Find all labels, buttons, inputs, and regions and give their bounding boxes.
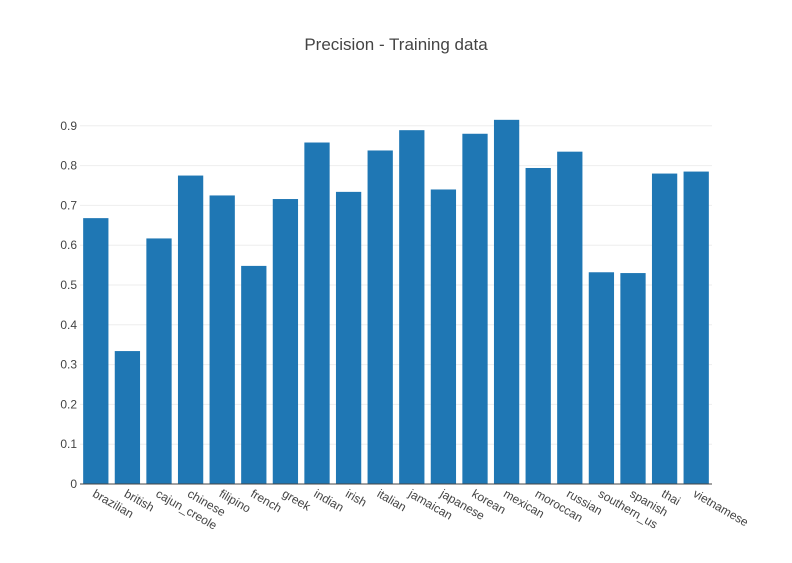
bar-vietnamese[interactable] xyxy=(683,171,709,484)
bar-spanish[interactable] xyxy=(620,273,646,484)
y-tick-label: 0.2 xyxy=(60,397,77,411)
chart-title: Precision - Training data xyxy=(304,35,488,54)
y-tick-label: 0.9 xyxy=(60,119,77,133)
bar-korean[interactable] xyxy=(462,133,488,484)
bar-italian[interactable] xyxy=(367,150,393,484)
bars xyxy=(83,119,709,485)
x-tick-label: greek xyxy=(280,486,314,514)
y-tick-label: 0.3 xyxy=(60,358,77,372)
bar-brazilian[interactable] xyxy=(83,218,109,485)
y-tick-label: 0.5 xyxy=(60,278,77,292)
x-tick-label: vietnamese xyxy=(691,486,751,529)
bar-filipino[interactable] xyxy=(209,195,235,484)
bar-mexican[interactable] xyxy=(493,119,520,484)
bar-greek[interactable] xyxy=(272,199,299,485)
bar-chinese[interactable] xyxy=(177,175,204,485)
bar-french[interactable] xyxy=(241,265,267,484)
y-tick-label: 0 xyxy=(70,477,77,491)
x-axis-tick-labels: brazilianbritishcajun_creolechinesefilip… xyxy=(90,486,751,533)
y-tick-label: 0.6 xyxy=(60,238,77,252)
bar-jamaican[interactable] xyxy=(399,130,425,485)
bar-southern_us[interactable] xyxy=(588,272,615,484)
y-tick-label: 0.1 xyxy=(60,437,77,451)
bar-thai[interactable] xyxy=(651,173,678,484)
gridlines xyxy=(80,125,712,445)
x-tick-label: indian xyxy=(312,486,347,514)
bar-japanese[interactable] xyxy=(430,189,457,485)
bar-irish[interactable] xyxy=(335,191,362,485)
bar-russian[interactable] xyxy=(557,151,583,485)
bar-moroccan[interactable] xyxy=(525,167,551,484)
bar-indian[interactable] xyxy=(304,142,330,485)
bar-cajun_creole[interactable] xyxy=(146,238,172,484)
y-axis-tick-labels: 0 0.1 0.2 0.3 0.4 0.5 0.6 0.7 0.8 0.9 xyxy=(60,119,77,491)
x-tick-label: french xyxy=(248,486,284,515)
bar-british[interactable] xyxy=(114,351,141,484)
x-tick-label: italian xyxy=(375,486,409,514)
y-tick-label: 0.4 xyxy=(60,318,77,332)
y-tick-label: 0.7 xyxy=(60,198,77,212)
y-tick-label: 0.8 xyxy=(60,159,77,173)
x-tick-label: irish xyxy=(343,486,369,509)
